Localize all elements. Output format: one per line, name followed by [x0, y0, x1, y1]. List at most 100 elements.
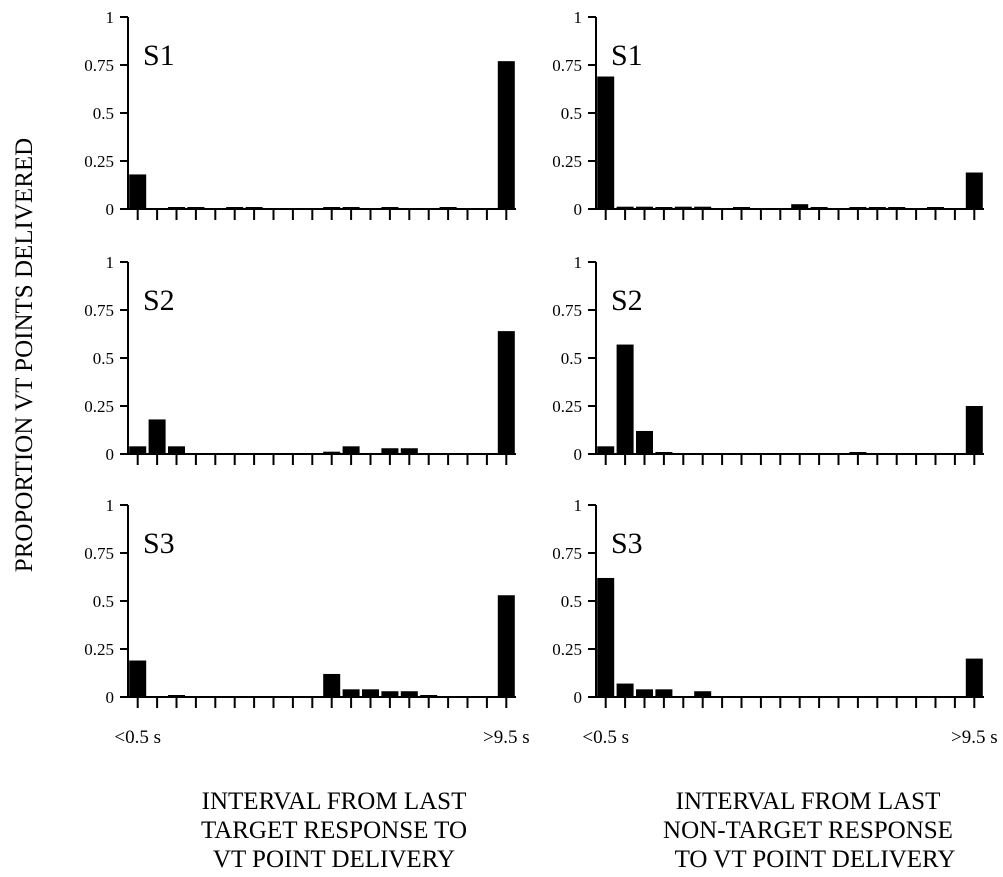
subject-label: S3	[611, 527, 643, 560]
bar	[965, 658, 983, 697]
panel-s3-non-target: 0 0.25 0.5 0.75 1 S3 <0.5 s >9.5 s	[552, 496, 997, 748]
bar	[636, 206, 653, 209]
bar	[400, 691, 418, 697]
y-tick-label: 0	[106, 688, 115, 707]
panel-s1-target: 0 0.25 0.5 0.75 1 S1	[84, 8, 516, 220]
bar	[129, 446, 147, 454]
subject-label: S3	[143, 527, 175, 560]
bar	[849, 207, 867, 209]
panels: 0 0.25 0.5 0.75 1 S1 0 0.25 0.5 0.75 1 S1 0 0.25 0.5 0.…	[84, 8, 997, 748]
y-tick-label: 0.25	[84, 152, 114, 171]
x-last-label: >9.5 s	[951, 727, 998, 748]
bar	[226, 207, 244, 209]
y-tick-label: 1	[574, 496, 583, 515]
panel-s2-target: 0 0.25 0.5 0.75 1 S2	[84, 253, 516, 465]
bar	[187, 207, 205, 209]
x-axis-label-right-line-3: TO VT POINT DELIVERY	[675, 846, 956, 873]
bar	[849, 452, 867, 454]
bar	[616, 683, 634, 697]
bar	[616, 344, 634, 454]
y-axis-label: PROPORTION VT POINTS DELIVERED	[11, 138, 38, 572]
y-tick-label: 1	[574, 8, 583, 27]
bar	[810, 207, 828, 209]
y-tick-label: 0	[574, 688, 583, 707]
bar	[965, 172, 983, 209]
bar	[597, 446, 615, 454]
y-tick-label: 0.25	[84, 640, 114, 659]
y-tick-label: 0.25	[552, 640, 582, 659]
bar	[168, 446, 185, 454]
bar	[168, 695, 185, 697]
bar	[655, 207, 673, 209]
bar	[965, 406, 983, 454]
bar	[655, 452, 673, 454]
bar	[616, 206, 634, 209]
bar	[791, 204, 809, 209]
bar	[694, 691, 712, 697]
bar	[597, 577, 615, 697]
x-first-label: <0.5 s	[582, 727, 629, 748]
bar	[694, 206, 712, 209]
bar	[168, 207, 185, 209]
x-last-label: >9.5 s	[483, 727, 530, 748]
bar	[497, 331, 515, 454]
bar	[342, 689, 360, 697]
bar	[323, 207, 341, 209]
bar	[381, 207, 399, 209]
bar	[439, 207, 457, 209]
bar	[362, 689, 379, 697]
y-tick-label: 0	[574, 445, 583, 464]
bar	[323, 451, 341, 454]
y-tick-label: 0.5	[93, 349, 114, 368]
bar	[245, 207, 263, 209]
y-tick-label: 0.5	[93, 592, 114, 611]
x-axis-label-left-line-2: TARGET RESPONSE TO	[201, 817, 467, 844]
x-axis-label-right-line-1: INTERVAL FROM LAST	[676, 788, 941, 815]
bar	[342, 446, 360, 454]
subject-label: S1	[611, 39, 643, 72]
bar	[381, 691, 399, 697]
bar	[420, 695, 438, 697]
bar	[148, 419, 166, 454]
y-tick-label: 0.25	[84, 397, 114, 416]
y-tick-label: 1	[574, 253, 583, 272]
bar	[655, 689, 673, 697]
y-tick-label: 0.5	[93, 104, 114, 123]
y-tick-label: 0.75	[552, 301, 582, 320]
y-tick-label: 1	[106, 253, 115, 272]
y-tick-label: 0.25	[552, 152, 582, 171]
x-axis-label-left-line-3: VT POINT DELIVERY	[213, 846, 455, 873]
subject-label: S2	[143, 284, 175, 317]
y-tick-label: 0	[106, 200, 115, 219]
x-first-label: <0.5 s	[114, 727, 161, 748]
bar	[129, 660, 147, 697]
x-axis-label-left-line-1: INTERVAL FROM LAST	[202, 788, 467, 815]
y-tick-label: 0.75	[552, 56, 582, 75]
bar	[927, 207, 944, 209]
x-axis-label-right-line-2: NON-TARGET RESPONSE	[663, 817, 953, 844]
y-tick-label: 0.75	[552, 544, 582, 563]
y-tick-label: 1	[106, 496, 115, 515]
bar	[400, 448, 418, 454]
y-tick-label: 0.5	[561, 592, 582, 611]
bar	[497, 61, 515, 209]
bar	[733, 207, 750, 209]
bar	[868, 207, 886, 209]
panel-s1-non-target: 0 0.25 0.5 0.75 1 S1	[552, 8, 984, 220]
x-axis-label-right: INTERVAL FROM LAST NON-TARGET RESPONSE T…	[663, 788, 955, 873]
bar	[342, 207, 360, 209]
bar	[674, 206, 692, 209]
bar	[636, 430, 653, 454]
bar	[888, 207, 906, 209]
bar	[323, 673, 341, 697]
bar	[497, 595, 515, 697]
panel-s2-non-target: 0 0.25 0.5 0.75 1 S2	[552, 253, 984, 465]
y-tick-label: 1	[106, 8, 115, 27]
subject-label: S1	[143, 39, 175, 72]
x-axis-label-left: INTERVAL FROM LAST TARGET RESPONSE TO VT…	[201, 788, 467, 873]
bar	[381, 448, 399, 454]
subject-label: S2	[611, 284, 643, 317]
y-tick-label: 0.25	[552, 397, 582, 416]
bar	[636, 689, 653, 697]
